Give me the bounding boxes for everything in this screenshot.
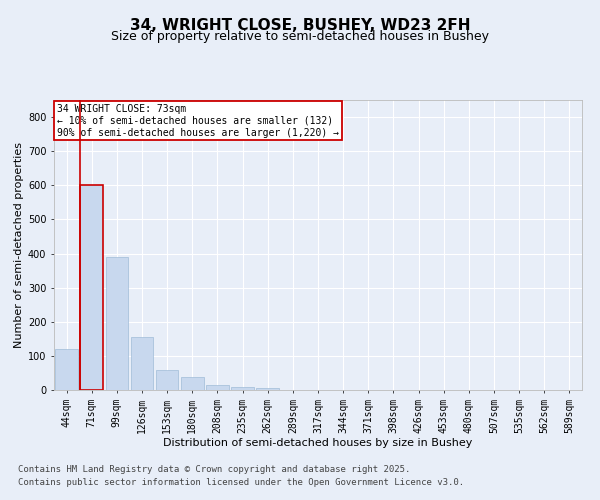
Bar	[181, 377, 203, 390]
Text: Contains public sector information licensed under the Open Government Licence v3: Contains public sector information licen…	[18, 478, 464, 487]
Text: Size of property relative to semi-detached houses in Bushey: Size of property relative to semi-detach…	[111, 30, 489, 43]
Y-axis label: Number of semi-detached properties: Number of semi-detached properties	[14, 142, 23, 348]
Bar	[256, 388, 279, 390]
Bar	[131, 337, 154, 390]
Bar	[231, 386, 254, 390]
Bar	[156, 370, 178, 390]
Text: 34, WRIGHT CLOSE, BUSHEY, WD23 2FH: 34, WRIGHT CLOSE, BUSHEY, WD23 2FH	[130, 18, 470, 32]
Bar	[80, 186, 103, 390]
Bar	[55, 349, 78, 390]
X-axis label: Distribution of semi-detached houses by size in Bushey: Distribution of semi-detached houses by …	[163, 438, 473, 448]
Text: 34 WRIGHT CLOSE: 73sqm
← 10% of semi-detached houses are smaller (132)
90% of se: 34 WRIGHT CLOSE: 73sqm ← 10% of semi-det…	[56, 104, 338, 138]
Text: Contains HM Land Registry data © Crown copyright and database right 2025.: Contains HM Land Registry data © Crown c…	[18, 466, 410, 474]
Bar	[206, 385, 229, 390]
Bar	[106, 257, 128, 390]
